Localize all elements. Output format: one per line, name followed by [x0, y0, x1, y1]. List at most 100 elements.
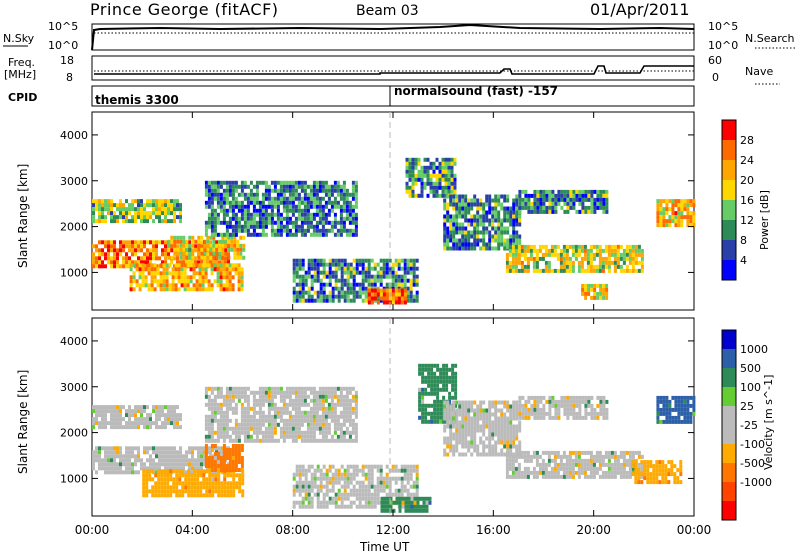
- echo-cell: [532, 268, 536, 273]
- echo-cell: [445, 363, 449, 368]
- echo-cell: [116, 413, 119, 418]
- echo-cell: [403, 258, 407, 263]
- echo-cell: [435, 181, 439, 186]
- echo-cell: [494, 198, 498, 203]
- echo-cell: [391, 288, 395, 293]
- echo-cell: [430, 379, 434, 384]
- echo-cell: [336, 402, 340, 407]
- echo-cell: [298, 492, 302, 497]
- echo-cell: [188, 260, 191, 265]
- echo-cell: [282, 196, 286, 201]
- echo-cell: [292, 484, 296, 489]
- echo-cell: [110, 458, 113, 463]
- echo-cell: [137, 260, 140, 265]
- echo-cell: [258, 426, 262, 431]
- echo-cell: [222, 402, 226, 407]
- echo-cell: [228, 448, 232, 452]
- echo-cell: [482, 416, 486, 421]
- echo-cell: [228, 271, 232, 276]
- echo-cell: [146, 466, 149, 471]
- echo-cell: [137, 207, 140, 212]
- echo-cell: [343, 262, 347, 267]
- echo-cell: [515, 242, 519, 247]
- echo-cell: [225, 220, 229, 225]
- echo-cell: [334, 500, 338, 505]
- echo-cell: [187, 473, 191, 478]
- echo-cell: [400, 292, 404, 297]
- nsearch-tick-bottom: 10^0: [708, 39, 738, 52]
- echo-cell: [426, 169, 430, 174]
- echo-cell: [506, 424, 510, 429]
- echo-cell: [339, 386, 343, 391]
- echo-cell: [337, 468, 341, 473]
- echo-cell: [331, 298, 335, 303]
- echo-cell: [494, 416, 498, 421]
- echo-cell: [164, 240, 167, 245]
- echo-cell: [167, 466, 170, 471]
- echo-cell: [482, 428, 486, 433]
- echo-cell: [391, 278, 395, 283]
- echo-cell: [408, 173, 412, 178]
- echo-cell: [156, 279, 160, 284]
- echo-cell: [113, 466, 116, 471]
- echo-cell: [137, 203, 140, 208]
- echo-cell: [194, 466, 197, 471]
- echo-cell: [313, 258, 317, 263]
- echo-cell: [494, 440, 498, 445]
- echo-cell: [92, 244, 95, 249]
- echo-cell: [185, 239, 189, 244]
- echo-cell: [554, 209, 558, 214]
- echo-cell: [210, 216, 214, 221]
- echo-cell: [394, 464, 398, 469]
- echo-cell: [255, 220, 259, 225]
- echo-cell: [110, 256, 113, 261]
- echo-cell: [228, 192, 232, 197]
- echo-cell: [321, 410, 325, 415]
- echo-cell: [458, 202, 462, 207]
- echo-cell: [379, 468, 383, 473]
- echo-cell: [228, 275, 232, 280]
- echo-cell: [303, 402, 307, 407]
- power-ylabel: Slant Range [km]: [16, 164, 30, 268]
- echo-cell: [149, 240, 152, 245]
- echo-cell: [677, 215, 681, 220]
- echo-cell: [677, 207, 681, 212]
- echo-cell: [113, 244, 116, 249]
- colorbar-frame: [721, 119, 737, 281]
- colorbar-tick-label: 4: [740, 254, 747, 267]
- echo-cell: [415, 278, 419, 283]
- echo-cell: [267, 216, 271, 221]
- echo-cell: [321, 212, 325, 217]
- echo-cell: [131, 248, 134, 253]
- echo-cell: [116, 252, 119, 257]
- echo-cell: [225, 418, 229, 423]
- echo-cell: [222, 430, 226, 435]
- echo-cell: [291, 188, 295, 193]
- echo-cell: [113, 252, 116, 257]
- echo-cell: [562, 260, 566, 265]
- echo-cell: [297, 386, 301, 391]
- echo-cell: [414, 173, 418, 178]
- echo-cell: [309, 398, 313, 403]
- echo-cell: [367, 468, 371, 473]
- echo-cell: [334, 278, 338, 283]
- echo-cell: [234, 468, 238, 472]
- echo-cell: [149, 199, 152, 204]
- echo-cell: [442, 375, 446, 380]
- echo-cell: [467, 206, 471, 211]
- echo-cell: [533, 209, 537, 214]
- echo-cell: [536, 201, 540, 206]
- echo-cell: [467, 234, 471, 239]
- echo-cell: [310, 504, 314, 509]
- echo-cell: [207, 188, 211, 193]
- echo-cell: [400, 504, 404, 509]
- echo-cell: [134, 219, 137, 224]
- echo-cell: [322, 266, 326, 271]
- echo-cell: [246, 220, 250, 225]
- echo-cell: [169, 485, 173, 490]
- echo-cell: [101, 207, 104, 212]
- echo-cell: [151, 489, 155, 494]
- echo-cell: [421, 391, 425, 396]
- echo-cell: [216, 220, 220, 225]
- echo-cell: [300, 188, 304, 193]
